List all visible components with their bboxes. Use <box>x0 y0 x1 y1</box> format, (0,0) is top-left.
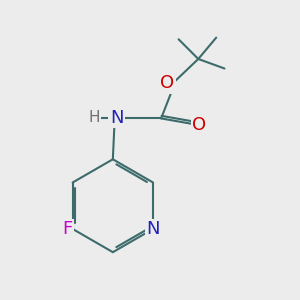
Text: O: O <box>192 116 206 134</box>
Text: O: O <box>160 74 175 92</box>
Text: F: F <box>62 220 72 238</box>
Text: N: N <box>146 220 160 238</box>
Text: H: H <box>88 110 100 125</box>
Text: N: N <box>110 109 123 127</box>
